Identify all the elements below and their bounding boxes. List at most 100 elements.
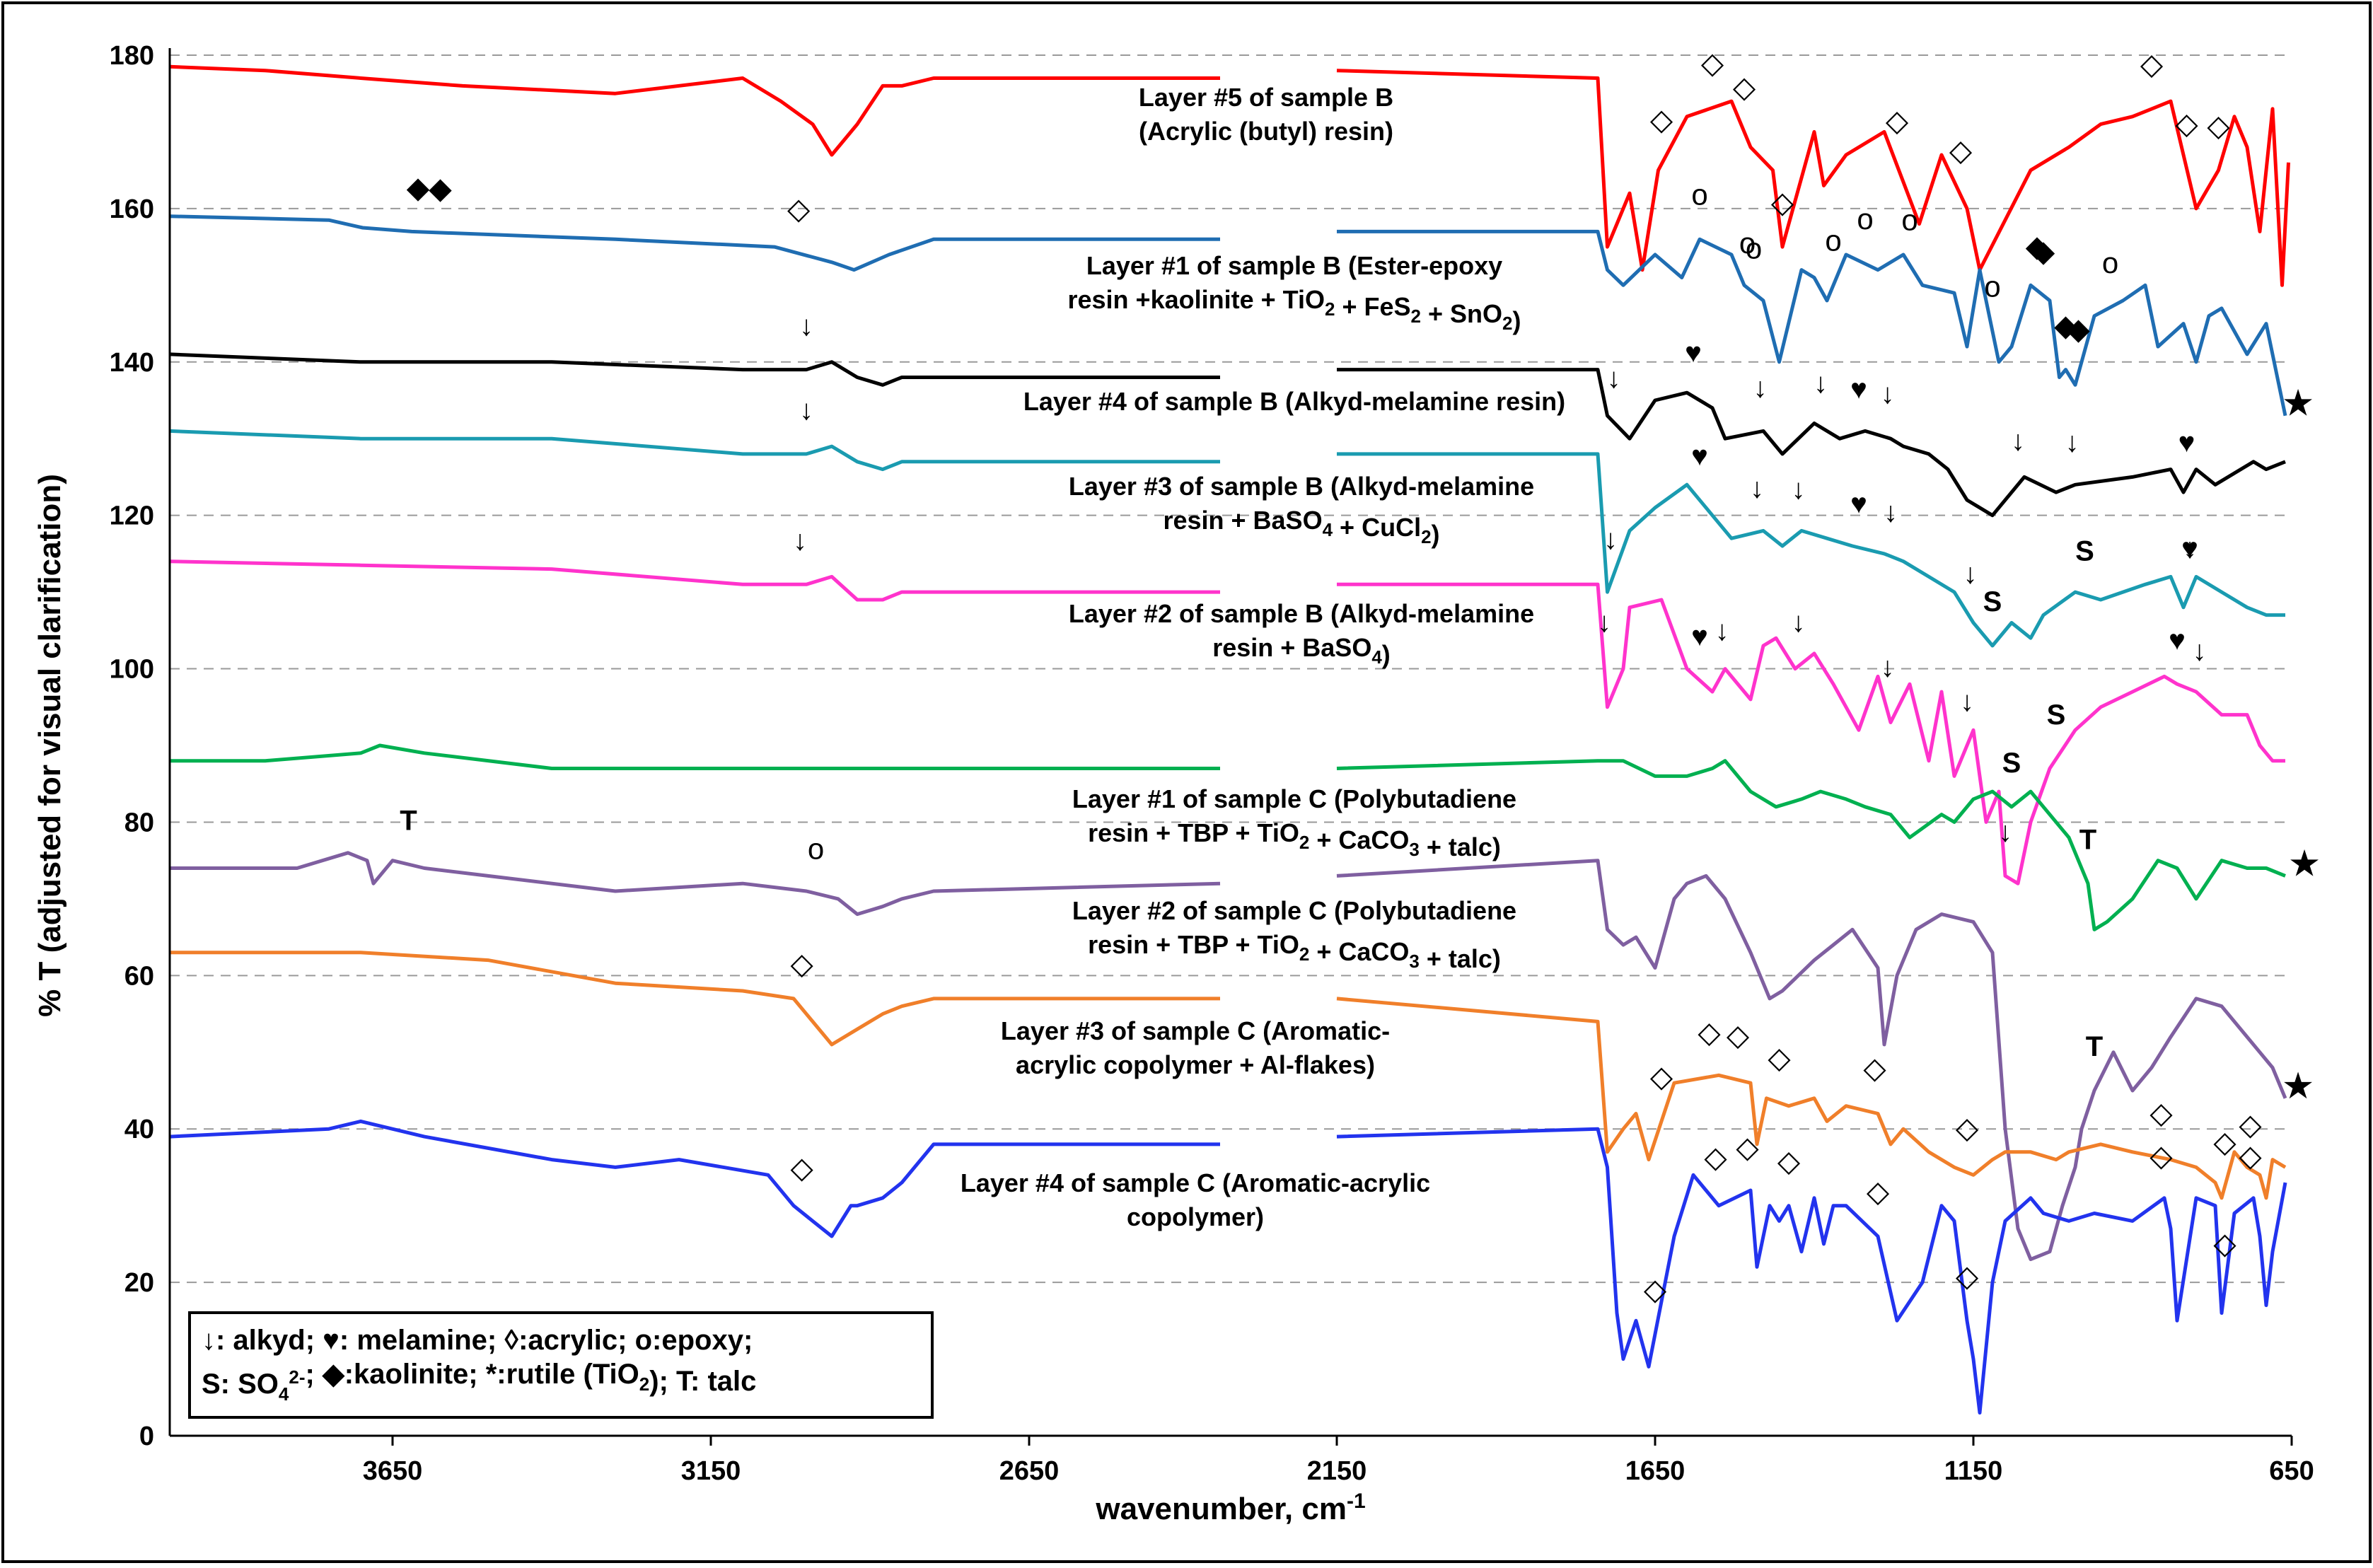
y-tick-label-60: 60	[124, 961, 154, 991]
annotation-heart-10-3: ♥	[2181, 533, 2198, 564]
annotation-star-17-1: ★	[2288, 843, 2321, 884]
annotation-open-circle-19-1: o	[808, 832, 824, 865]
annotation-open-circle-4-8: o	[2102, 246, 2118, 279]
annotation-alkyd-arrow-12-3: ↓	[1715, 615, 1729, 646]
series-label-8-line-2: acrylic copolymer + Al-flakes)	[1016, 1050, 1375, 1079]
series-line-1-right	[1336, 69, 2290, 287]
axes: 0 20 40 60 80 100 120 140 160 180 3650 3150 2650 2150…	[33, 41, 2314, 1526]
annotation-open-diamond-21-3: ◇	[1698, 1016, 1721, 1049]
annotation-alkyd-arrow-12-8: ↓	[2193, 635, 2207, 666]
series-line-5-left	[169, 559, 1220, 602]
annotation-alkyd-arrow-7-7: ↓	[2065, 426, 2079, 458]
y-axis-title: % T (adjusted for visual clarification)	[33, 474, 67, 1017]
series-line-9-left	[169, 1119, 1220, 1238]
y-tick-label-180: 180	[110, 41, 154, 71]
annotation-open-circle-4-5: o	[1857, 202, 1873, 236]
annotation-open-circle-4-7: o	[1984, 270, 2000, 303]
annotation-open-diamond-22-5: ◇	[1777, 1144, 1801, 1178]
annotation-alkyd-arrow-12-2: ↓	[1597, 607, 1611, 638]
annotation-star-20-1: ★	[2282, 1066, 2315, 1107]
annotation-alkyd-arrow-7-6: ↓	[2011, 425, 2025, 456]
annotation-open-diamond-21-1: ◇	[791, 947, 814, 980]
annotation-alkyd-arrow-7-5: ↓	[1881, 378, 1895, 410]
annotation-filled-diamond-2-1: ◆	[407, 173, 430, 204]
annotation-open-diamond-22-8: ◇	[2149, 1139, 2173, 1172]
annotation-filled-diamond-5-1: ◆	[2026, 231, 2049, 262]
annotation-alkyd-arrow-9-4: ↓	[1792, 474, 1806, 505]
annotation-alkyd-arrow-12-6: ↓	[1960, 686, 1974, 717]
annotation-alkyd-arrow-12-1: ↓	[793, 525, 807, 556]
grid	[170, 54, 2292, 1284]
annotation-open-diamond-1-4: ◇	[1771, 185, 1794, 219]
series-label-3-line-1: Layer #4 of sample B (Alkyd-melamine res…	[1023, 387, 1565, 416]
annotation-text-11-1: S	[1983, 586, 2002, 617]
x-tick-label-2650: 2650	[999, 1456, 1060, 1486]
series-label-5-line-1: Layer #2 of sample B (Alkyd-melamine	[1069, 599, 1534, 628]
x-tick-label-1150: 1150	[1944, 1456, 2002, 1486]
annotation-filled-diamond-5-2: ◆	[2032, 236, 2055, 267]
annotation-open-circle-4-2: o	[1739, 226, 1756, 260]
annotation-alkyd-arrow-12-4: ↓	[1792, 607, 1806, 638]
series-line-2-left	[169, 214, 1220, 272]
series-line-8-left	[170, 951, 1220, 1047]
annotation-text-18-1: T	[400, 805, 417, 836]
series-line-5-right	[1337, 582, 2285, 885]
series-label-8-line-1: Layer #3 of sample C (Aromatic-	[1001, 1016, 1390, 1045]
annotation-open-diamond-22-1: ◇	[791, 1151, 814, 1184]
annotation-open-diamond-22-9: ◇	[2213, 1226, 2236, 1260]
annotation-heart-10-1: ♥	[1691, 441, 1708, 472]
annotation-open-diamond-21-5: ◇	[1768, 1041, 1791, 1074]
series-layer	[169, 64, 2290, 1415]
annotation-alkyd-arrow-9-1: ↓	[799, 395, 813, 426]
y-tick-label-0: 0	[139, 1422, 154, 1451]
series-line-6-right	[1336, 759, 2286, 931]
annotation-open-diamond-21-7: ◇	[1956, 1111, 1979, 1144]
annotation-filled-diamond-5-4: ◆	[2067, 314, 2090, 345]
annotation-text-14-1: S	[2047, 699, 2066, 731]
annotation-text-15-1: S	[2002, 748, 2021, 779]
x-tick-label-650: 650	[2269, 1456, 2314, 1486]
series-label-9-line-1: Layer #4 of sample C (Aromatic-acrylic	[961, 1168, 1430, 1197]
legend-line-1: ↓: alkyd; ♥: melamine; ◊:acrylic; o:epox…	[202, 1325, 753, 1356]
annotation-alkyd-arrow-9-6: ↓	[1963, 558, 1978, 589]
annotation-open-diamond-1-2: ◇	[1701, 47, 1724, 80]
annotation-open-diamond-22-2: ◇	[1644, 1273, 1667, 1306]
annotation-open-diamond-21-8: ◇	[2149, 1096, 2173, 1129]
legend: ↓: alkyd; ♥: melamine; ◊:acrylic; o:epox…	[188, 1311, 934, 1419]
y-tick-label-100: 100	[110, 655, 154, 685]
series-label-4-line-1: Layer #3 of sample B (Alkyd-melamine	[1069, 472, 1534, 501]
annotation-text-16-1: T	[2079, 824, 2096, 855]
annotation-heart-13-2: ♥	[2169, 625, 2186, 656]
series-line-7-right	[1336, 859, 2287, 1262]
annotation-open-diamond-21-4: ◇	[1727, 1018, 1750, 1052]
annotation-heart-8-1: ♥	[1685, 337, 1702, 368]
annotation-alkyd-arrow-9-2: ↓	[1603, 524, 1618, 555]
annotation-open-diamond-21-2: ◇	[1650, 1060, 1673, 1093]
annotation-heart-13-1: ♥	[1691, 621, 1708, 652]
annotation-heart-8-2: ♥	[1850, 373, 1867, 405]
annotation-heart-10-2: ♥	[1850, 488, 1867, 519]
y-tick-label-40: 40	[124, 1115, 154, 1144]
series-line-3-left	[169, 352, 1220, 387]
annotation-open-diamond-21-6: ◇	[1863, 1052, 1886, 1085]
annotation-open-diamond-22-10: ◇	[2239, 1139, 2262, 1173]
annotation-alkyd-arrow-7-3: ↓	[1753, 372, 1768, 403]
annotation-open-diamond-22-7: ◇	[1956, 1260, 1979, 1293]
annotation-text-18-2: T	[2086, 1031, 2103, 1062]
annotation-heart-8-3: ♥	[2178, 427, 2195, 458]
legend-box	[188, 1311, 934, 1419]
annotation-open-circle-4-6: o	[1901, 204, 1917, 237]
annotation-open-diamond-1-6: ◇	[1949, 134, 1973, 167]
annotation-alkyd-arrow-7-1: ↓	[799, 310, 813, 342]
annotation-open-diamond-21-9: ◇	[2213, 1125, 2236, 1158]
annotation-text-11-2: S	[2075, 535, 2094, 567]
annotation-markers: ◇◇◇◇◇◇◇◇ ◇◆ ◆◇ ooo oo ooo◆◆◆◆★↓↓ ↓ ↓ ↓↓ ↓♥♥♥↓↓↓ ↓↓…	[400, 47, 2321, 1306]
series-line-8-right	[1336, 997, 2287, 1200]
annotation-open-circle-4-3: o	[1746, 231, 1762, 265]
annotation-open-diamond-3-1: ◇	[787, 192, 811, 225]
annotation-open-diamond-1-7: ◇	[2140, 47, 2164, 81]
series-line-4-left	[169, 429, 1220, 472]
series-line-6-left	[170, 743, 1220, 770]
